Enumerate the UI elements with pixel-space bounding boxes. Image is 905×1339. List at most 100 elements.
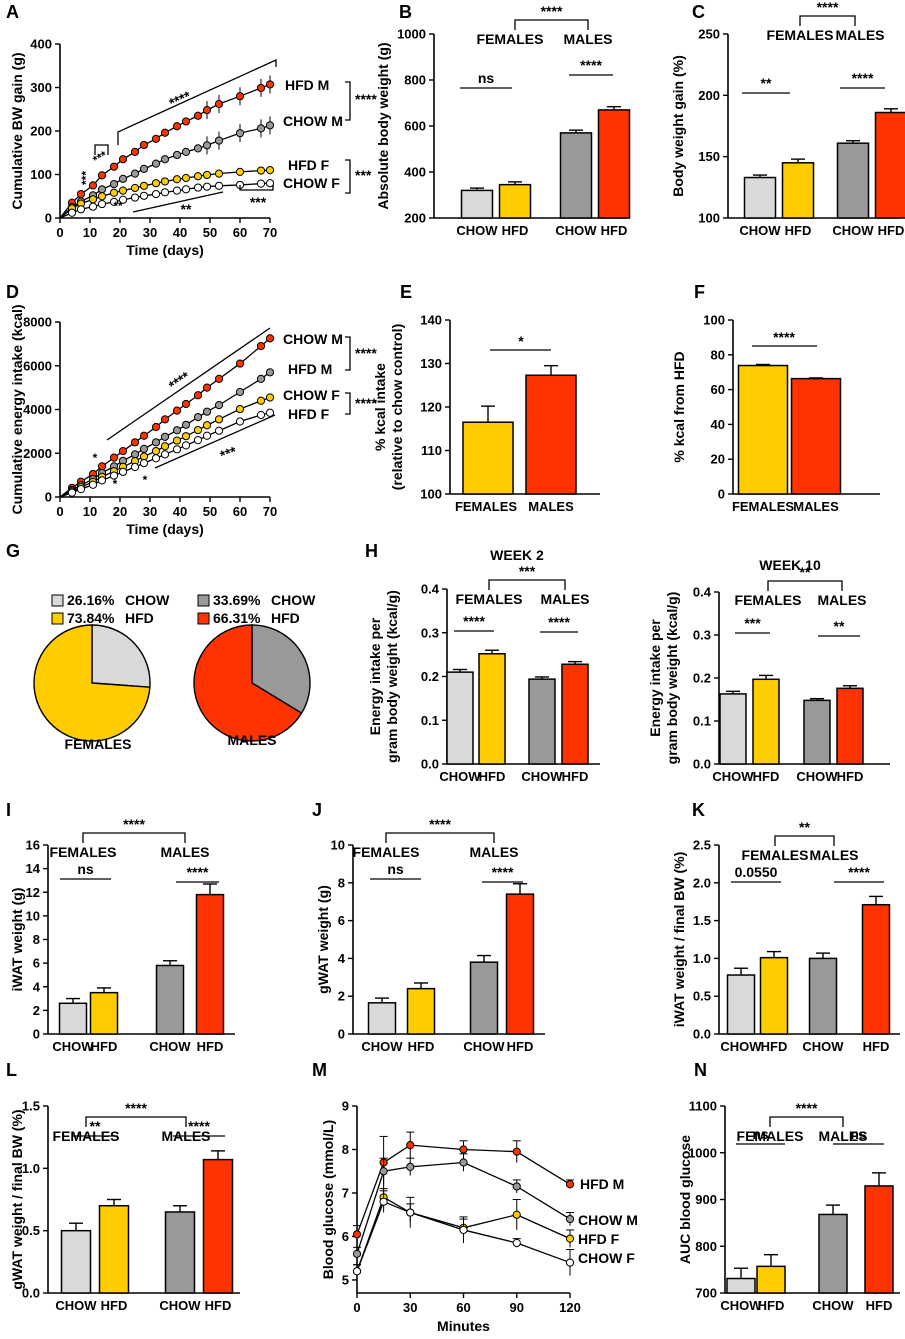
data-point: [265, 408, 275, 417]
x-category-label: CHOW: [439, 769, 481, 784]
data-point: [172, 122, 182, 131]
series-line-chow-f: [356, 1200, 571, 1272]
data-point: [214, 136, 224, 145]
y-axis-label-2: gram body weight (kcal/g): [664, 592, 680, 765]
x-category-label: CHOW: [712, 769, 754, 784]
significance-females: ***: [355, 167, 372, 183]
data-point: [118, 155, 128, 164]
y-tick-label: 0: [338, 1027, 345, 1042]
data-point: [109, 471, 119, 480]
significance-early-2: *: [113, 477, 118, 491]
x-tick-label: 60: [233, 504, 247, 519]
data-point: [76, 485, 86, 494]
data-point: [214, 401, 224, 410]
x-tick-label: 90: [510, 1300, 524, 1315]
group-label-males: MALES: [819, 1128, 868, 1144]
data-point: [181, 173, 191, 183]
data-point: [151, 422, 161, 432]
bar-chow: [60, 1229, 92, 1294]
x-axis-label: Time (days): [126, 521, 204, 537]
data-point: [202, 141, 212, 150]
significance-males: ****: [355, 345, 377, 361]
x-tick-label: 40: [173, 225, 187, 240]
x-category-label: CHOW: [796, 769, 838, 784]
y-tick-label: 0.1: [421, 713, 439, 728]
data-point: [181, 420, 191, 429]
x-category-label: HFD: [878, 223, 905, 238]
x-category-label: CHOW: [149, 1039, 191, 1054]
x-category-label: MALES: [528, 499, 574, 514]
series-line-chow-m: [356, 1161, 571, 1255]
panel-letter-b: B: [399, 2, 412, 22]
data-point: [118, 467, 128, 476]
group-bracket: [767, 580, 843, 591]
data-point: [130, 147, 140, 156]
data-point: [235, 417, 245, 426]
y-tick-label: 6: [33, 956, 40, 971]
y-tick-label: 14: [26, 861, 41, 876]
data-point: [379, 1197, 388, 1206]
x-category-label: HFD: [91, 1039, 118, 1054]
x-category-label: CHOW: [55, 1298, 97, 1313]
panel-letter-n: N: [694, 1060, 707, 1080]
series-label-hfd-m: HFD M: [580, 1176, 624, 1192]
bracket-long-females: [132, 191, 224, 213]
y-tick-label: 250: [698, 27, 720, 42]
data-point: [88, 181, 98, 190]
y-axis-label: iWAT weight (g): [9, 888, 25, 992]
y-axis-label: Body weight gain (%): [670, 55, 686, 197]
y-tick-label: 0.5: [693, 989, 711, 1004]
x-category-label: HFD: [761, 1039, 788, 1054]
data-point: [202, 383, 212, 392]
panel-letter-g: G: [6, 541, 20, 561]
group-label-females: FEMALES: [477, 31, 544, 47]
data-point: [235, 404, 245, 414]
data-point: [459, 1158, 468, 1167]
group-bracket: [385, 832, 495, 843]
bar-hfd: [478, 653, 506, 765]
bar-chow: [164, 1211, 196, 1294]
x-tick-label: 20: [113, 504, 127, 519]
y-axis-label: gWAT weight / final BW (%): [9, 1109, 25, 1289]
y-tick-label: 0.5: [22, 1223, 40, 1238]
y-tick-label: 20: [711, 452, 725, 467]
significance-sexes: *: [518, 333, 524, 349]
pie-slice-hfd: [33, 624, 151, 742]
significance-groups: ****: [541, 3, 563, 19]
y-tick-label: 8: [342, 1142, 349, 1157]
data-point: [256, 374, 266, 383]
data-point: [193, 425, 203, 435]
group-bracket: [488, 579, 566, 590]
data-point: [172, 186, 182, 195]
significance-groups: ****: [125, 1100, 147, 1116]
bar-hfd: [861, 903, 891, 1035]
bracket-males: [345, 336, 351, 371]
series-label-chow-f: CHOW F: [578, 1250, 635, 1266]
series-label-hfd-m: HFD M: [288, 361, 332, 377]
significance-long-males: ****: [167, 87, 194, 111]
data-point: [151, 159, 161, 168]
x-tick-label: 10: [83, 225, 97, 240]
data-point: [256, 341, 266, 351]
data-point: [151, 438, 161, 447]
data-point: [97, 476, 107, 485]
group-bracket: [514, 19, 589, 30]
bar-hfd: [195, 893, 225, 1035]
x-category-label: FEMALES: [455, 499, 517, 514]
x-tick-label: 70: [263, 225, 277, 240]
panel-letter-m: M: [312, 1060, 327, 1080]
significance-males: ****: [187, 864, 209, 880]
y-tick-label: 0: [33, 1027, 40, 1042]
data-point: [235, 129, 245, 138]
y-tick-label: 7: [342, 1185, 349, 1200]
data-point: [109, 162, 119, 171]
data-point: [109, 188, 119, 197]
y-tick-label: 4000: [23, 402, 52, 417]
bar-hfd: [752, 678, 780, 765]
data-point: [76, 205, 86, 214]
bar-hfd: [781, 162, 815, 219]
significance-females: ns: [77, 861, 94, 877]
x-category-label: HFD: [408, 1039, 435, 1054]
data-point: [265, 393, 275, 402]
legend-pct: 33.69%: [213, 592, 261, 608]
